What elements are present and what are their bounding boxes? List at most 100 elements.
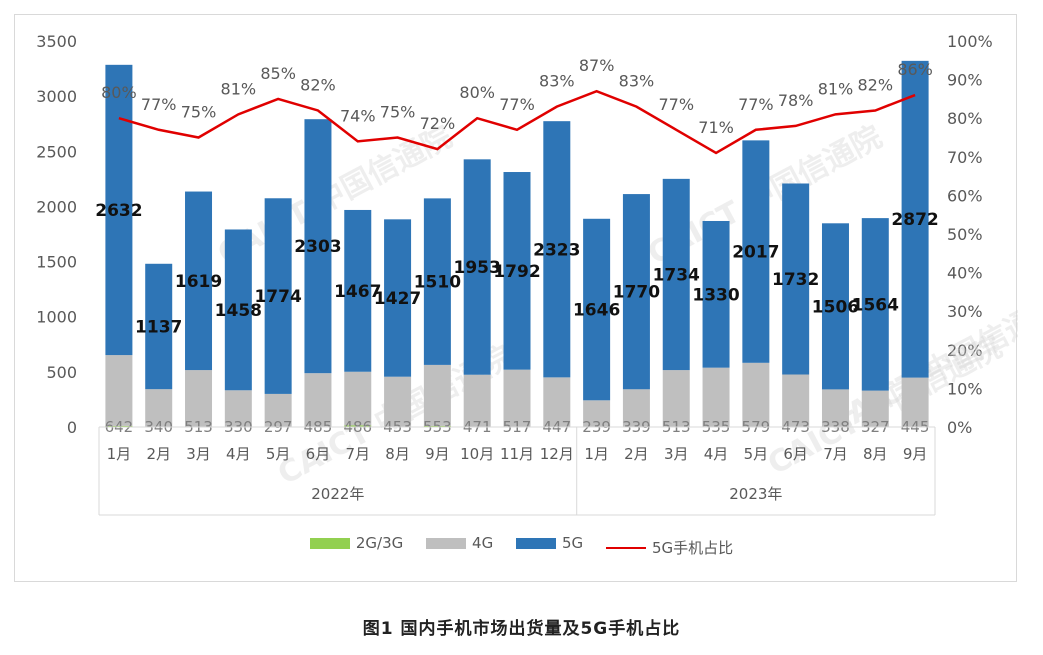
bar-4g: [423, 364, 451, 426]
y-right-tick-label: 40%: [947, 264, 983, 283]
bar-5g: [543, 121, 571, 378]
x-tick-label: 3月: [664, 445, 689, 463]
data-label-share: 74%: [340, 106, 376, 125]
x-tick-label: 8月: [863, 445, 888, 463]
data-label-5g: 2872: [891, 210, 938, 230]
bar-4g: [702, 367, 730, 427]
bar-4g: [264, 393, 292, 427]
data-label-share: 75%: [181, 103, 217, 122]
data-label-share: 72%: [420, 114, 456, 133]
y-right-tick-label: 30%: [947, 302, 983, 321]
bar-5g: [901, 60, 929, 378]
bar-4g: [185, 370, 213, 427]
y-right-tick-label: 0%: [947, 418, 972, 437]
x-tick-label: 1月: [107, 445, 132, 463]
bar-4g: [344, 371, 372, 426]
data-label-5g: 1770: [613, 283, 660, 303]
legend-swatch-2g3g: [309, 537, 350, 549]
data-label-share: 82%: [300, 75, 336, 94]
x-tick-label: 12月: [540, 445, 574, 463]
bar-4g: [224, 390, 252, 427]
bar-5g: [463, 159, 491, 375]
chart: 0 500 1000 1500 2000 2500 3000 3500 0% 10% 20% 30% 4…: [36, 32, 1018, 516]
x-tick-label: 9月: [425, 445, 450, 463]
bar-4g: [662, 370, 690, 427]
legend-item-5g: 5G: [516, 534, 583, 552]
bar-4g: [384, 376, 412, 427]
bar-4g: [901, 377, 929, 427]
x-tick-label: 3月: [186, 445, 211, 463]
bar-5g: [861, 218, 889, 391]
bar-4g: [304, 373, 332, 427]
y-right-tick-label: 10%: [947, 379, 983, 398]
data-label-share: 83%: [619, 72, 655, 91]
x-tick-label: 7月: [345, 445, 370, 463]
legend-label: 5G: [562, 534, 584, 552]
bar-5g: [344, 209, 372, 372]
x-tick-label: 7月: [823, 445, 848, 463]
bar-5g: [782, 183, 810, 375]
data-label-5g: 1953: [454, 258, 501, 278]
x-tick-label: 9月: [903, 445, 928, 463]
data-label-5g: 2017: [732, 243, 779, 263]
x-tick-label: 2月: [624, 445, 649, 463]
bar-5g: [105, 64, 133, 356]
bar-5g: [264, 198, 292, 394]
y-left-tick-label: 2000: [36, 197, 77, 216]
data-label-share: 80%: [459, 83, 495, 102]
data-label-5g: 1564: [852, 295, 899, 315]
legend-item-4g: 4G: [426, 534, 493, 552]
bar-4g: [821, 389, 849, 427]
figure-caption: 图1 国内手机市场出货量及5G手机占比: [362, 619, 681, 639]
data-label-5g: 1330: [692, 285, 739, 305]
bar-5g: [384, 219, 412, 377]
bar-5g: [742, 140, 770, 363]
y-right-tick-label: 70%: [947, 148, 983, 167]
data-label-5g: 1619: [175, 272, 222, 292]
x-group-label: 2022年: [311, 485, 364, 503]
data-label-5g: 1792: [493, 262, 540, 282]
bar-4g: [782, 374, 810, 427]
x-tick-label: 8月: [385, 445, 410, 463]
x-tick-label: 5月: [744, 445, 769, 463]
data-label-5g: 2323: [533, 240, 580, 260]
bar-4g: [503, 369, 531, 427]
bar-5g: [503, 172, 531, 370]
bar-4g: [861, 390, 889, 427]
x-group-label: 2023年: [729, 485, 782, 503]
data-label-5g: 1137: [135, 317, 182, 337]
bar-4g: [463, 374, 491, 427]
y-left-tick-label: 1500: [36, 253, 77, 272]
bar-5g: [662, 178, 690, 371]
bar-5g: [145, 263, 173, 390]
bar-5g: [821, 223, 849, 390]
x-tick-label: 6月: [306, 445, 331, 463]
data-label-5g: 1510: [414, 273, 461, 293]
data-label-share: 81%: [221, 79, 257, 98]
bar-4g: [145, 389, 173, 427]
data-label-share: 86%: [897, 60, 933, 79]
data-label-share: 83%: [539, 72, 575, 91]
bar-5g: [622, 194, 650, 390]
data-label-5g: 1467: [334, 282, 381, 302]
data-label-share: 81%: [818, 79, 854, 98]
data-label-5g: 2632: [95, 201, 142, 221]
data-label-5g: 1734: [653, 265, 700, 285]
y-right-tick-label: 50%: [947, 225, 983, 244]
legend-item-2g3g: 2G/3G: [309, 534, 403, 552]
y-left-tick-label: 2500: [36, 142, 77, 161]
data-label-5g: 1427: [374, 289, 421, 309]
data-label-share: 80%: [101, 83, 137, 102]
x-tick-label: 2月: [146, 445, 171, 463]
x-tick-label: 11月: [500, 445, 534, 463]
bar-5g: [583, 218, 611, 401]
x-tick-label: 4月: [226, 445, 251, 463]
bar-4g: [622, 389, 650, 427]
data-label-share: 77%: [658, 95, 694, 114]
y-left-tick-label: 500: [46, 363, 77, 382]
bar-5g: [702, 220, 730, 368]
x-tick-label: 10月: [460, 445, 494, 463]
bar-2g3g: [423, 425, 451, 427]
legend-item-5g-share: 5G手机占比: [605, 537, 733, 558]
data-label-share: 87%: [579, 56, 615, 75]
